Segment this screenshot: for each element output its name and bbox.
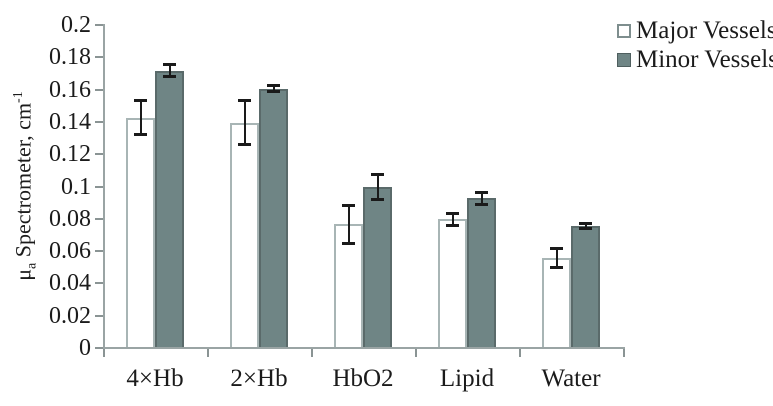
category-label-water: Water [541,365,601,392]
y-tick-label: 0 [79,335,91,361]
y-tick [95,282,103,285]
bar-minor-vessels-hbo2 [363,187,392,347]
category-label-2-hb: 2×Hb [230,365,288,392]
x-tick [415,349,417,357]
y-tick-label: 0.18 [49,44,91,71]
y-tick [95,314,103,317]
y-tick-label: 0.02 [49,302,91,329]
y-tick-label: 0.2 [61,12,91,38]
x-tick [311,349,313,357]
error-bar-major-vessels-4-hb [139,99,142,136]
y-tick [95,250,103,253]
error-bar-major-vessels-water-bottom-cap [550,265,563,269]
bar-major-vessels-2-hb [230,122,259,347]
legend-item-minor-vessels: Minor Vessels [617,45,773,74]
error-bar-minor-vessels-lipid-bottom-cap [475,202,488,206]
y-axis-title-subscript: a [24,262,40,269]
error-bar-minor-vessels-hbo2 [376,174,379,201]
y-tick [95,88,103,91]
category-label-4-hb: 4×Hb [126,365,184,392]
category-label-hbo2: HbO2 [332,365,394,392]
error-bar-minor-vessels-4-hb-top-cap [163,63,176,67]
error-bar-major-vessels-4-hb-top-cap [134,98,147,102]
bar-minor-vessels-4-hb [155,70,184,347]
error-bar-major-vessels-2-hb [243,99,246,146]
bar-major-vessels-lipid [438,219,467,347]
y-axis-line [103,24,105,349]
error-bar-minor-vessels-hbo2-bottom-cap [371,198,384,202]
error-bar-minor-vessels-hbo2-top-cap [371,173,384,177]
y-tick [95,153,103,156]
y-tick [95,120,103,123]
bar-minor-vessels-water [571,225,600,347]
x-axis-line [103,347,625,349]
error-bar-minor-vessels-4-hb [168,64,171,78]
error-bar-minor-vessels-lipid [480,191,483,205]
error-bar-major-vessels-water [555,248,558,268]
bar-minor-vessels-lipid [467,198,496,347]
legend: Major Vessels Minor Vessels [617,16,773,74]
error-bar-major-vessels-4-hb-bottom-cap [134,133,147,137]
y-tick [95,24,103,26]
y-tick-label: 0.1 [61,173,91,200]
y-tick-label: 0.16 [49,76,91,103]
error-bar-major-vessels-hbo2-top-cap [342,203,355,207]
error-bar-major-vessels-lipid [451,212,454,226]
y-tick-label: 0.04 [49,270,91,297]
y-tick-label: 0.06 [49,238,91,265]
y-tick-label: 0.14 [49,108,91,135]
y-tick [95,347,103,349]
x-tick [519,349,521,357]
bar-major-vessels-water [542,258,571,347]
x-tick [207,349,209,357]
error-bar-minor-vessels-4-hb-bottom-cap [163,75,176,79]
bar-major-vessels-4-hb [126,117,155,347]
y-tick-label: 0.08 [49,205,91,232]
error-bar-minor-vessels-water-bottom-cap [579,227,592,231]
error-bar-minor-vessels-2-hb [272,85,275,92]
error-bar-minor-vessels-lipid-top-cap [475,190,488,194]
legend-label-minor-vessels: Minor Vessels [636,46,773,73]
legend-swatch-minor-vessels-icon [617,52,631,67]
legend-swatch-major-vessels-icon [617,23,631,38]
error-bar-major-vessels-lipid-top-cap [446,211,459,215]
error-bar-major-vessels-hbo2-bottom-cap [342,241,355,245]
error-bar-major-vessels-water-top-cap [550,247,563,251]
x-tick [623,349,625,357]
y-tick [95,217,103,220]
bar-minor-vessels-2-hb [259,88,288,347]
error-bar-major-vessels-lipid-bottom-cap [446,223,459,227]
error-bar-minor-vessels-water [584,222,587,230]
error-bar-minor-vessels-2-hb-bottom-cap [267,89,280,93]
x-tick [103,349,105,357]
error-bar-minor-vessels-2-hb-top-cap [267,84,280,88]
error-bar-major-vessels-2-hb-top-cap [238,98,251,102]
y-tick [95,56,103,59]
legend-label-major-vessels: Major Vessels [636,17,773,44]
error-bar-minor-vessels-water-top-cap [579,221,592,225]
category-label-lipid: Lipid [439,365,495,392]
y-tick [95,185,103,188]
error-bar-major-vessels-2-hb-bottom-cap [238,143,251,147]
y-tick-label: 0.12 [49,141,91,168]
legend-item-major-vessels: Major Vessels [617,16,773,45]
error-bar-major-vessels-hbo2 [347,204,350,244]
